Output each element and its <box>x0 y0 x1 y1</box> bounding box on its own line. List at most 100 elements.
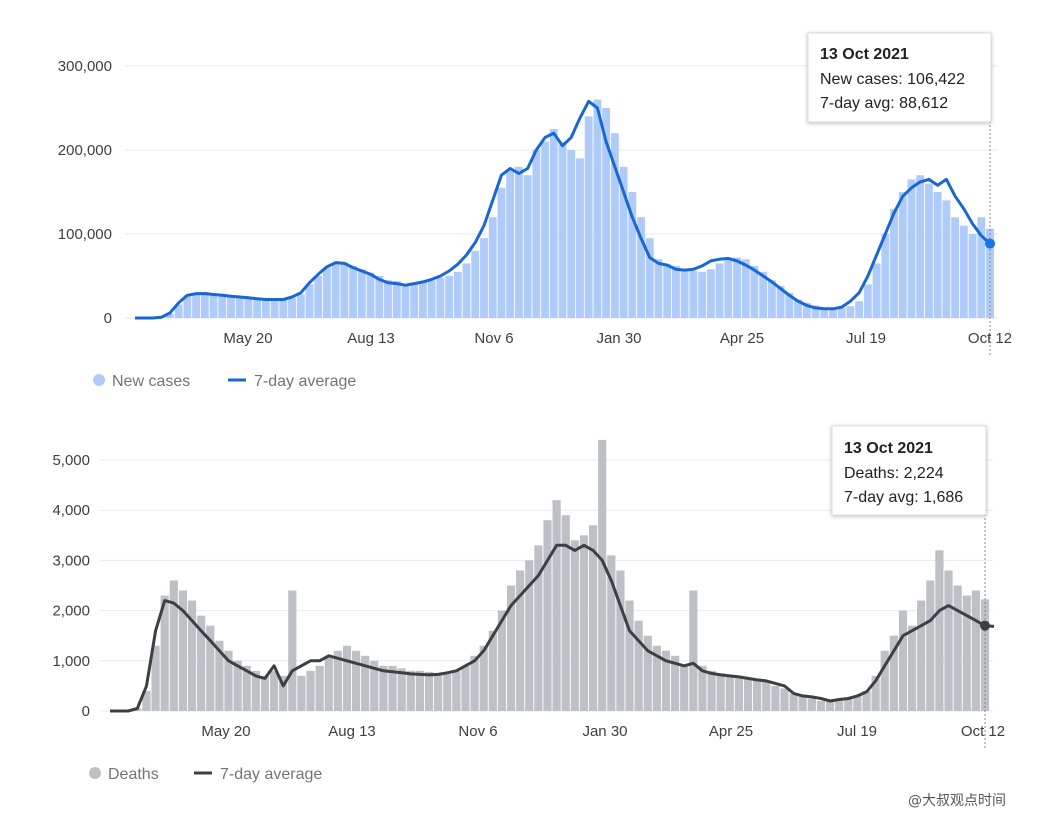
data-bar[interactable] <box>279 675 288 711</box>
data-bar[interactable] <box>634 620 643 711</box>
data-bar[interactable] <box>169 580 178 711</box>
data-bar[interactable] <box>698 271 707 318</box>
data-bar[interactable] <box>794 299 802 318</box>
data-bar[interactable] <box>314 276 323 318</box>
data-bar[interactable] <box>366 272 375 318</box>
data-bar[interactable] <box>935 550 944 711</box>
data-bar[interactable] <box>907 179 916 318</box>
data-bar[interactable] <box>242 665 251 711</box>
data-bar[interactable] <box>434 672 443 711</box>
data-bar[interactable] <box>689 270 698 318</box>
data-bar[interactable] <box>811 305 820 318</box>
data-bar[interactable] <box>270 299 279 318</box>
data-bar[interactable] <box>357 269 366 318</box>
data-bar[interactable] <box>862 690 871 711</box>
data-bar[interactable] <box>680 269 689 318</box>
data-bar[interactable] <box>637 217 645 318</box>
data-bar[interactable] <box>584 116 593 319</box>
data-bar[interactable] <box>532 150 541 318</box>
data-bar[interactable] <box>593 99 602 318</box>
data-bar[interactable] <box>610 133 619 318</box>
data-bar[interactable] <box>497 610 507 711</box>
data-bar[interactable] <box>462 263 471 318</box>
data-bar[interactable] <box>654 259 663 318</box>
data-bar[interactable] <box>488 630 497 711</box>
data-bar[interactable] <box>401 284 410 318</box>
data-bar[interactable] <box>962 595 971 711</box>
data-bar[interactable] <box>552 500 561 711</box>
data-bar[interactable] <box>863 284 872 318</box>
data-bar[interactable] <box>776 286 785 318</box>
data-bar[interactable] <box>889 635 898 711</box>
data-bar[interactable] <box>200 291 209 318</box>
data-bar[interactable] <box>715 263 724 318</box>
data-bar[interactable] <box>607 555 616 711</box>
data-bar[interactable] <box>151 645 160 711</box>
data-bar[interactable] <box>645 238 654 318</box>
data-bar[interactable] <box>523 175 532 318</box>
data-bar[interactable] <box>506 171 515 318</box>
data-bar[interactable] <box>942 200 951 318</box>
data-bar[interactable] <box>549 129 558 318</box>
data-bar[interactable] <box>461 665 470 711</box>
data-bar[interactable] <box>780 688 789 711</box>
data-bar[interactable] <box>785 292 794 318</box>
deaths-bars[interactable] <box>133 439 990 712</box>
data-bar[interactable] <box>890 208 898 318</box>
data-bar[interactable] <box>602 108 611 318</box>
data-bar[interactable] <box>235 296 244 318</box>
data-bar[interactable] <box>579 535 589 711</box>
data-bar[interactable] <box>178 590 188 711</box>
data-bar[interactable] <box>480 238 488 318</box>
data-bar[interactable] <box>734 675 744 711</box>
data-bar[interactable] <box>424 671 434 711</box>
data-bar[interactable] <box>916 175 925 318</box>
data-bar[interactable] <box>576 158 584 318</box>
data-bar[interactable] <box>534 545 543 711</box>
data-bar[interactable] <box>680 665 689 711</box>
data-bar[interactable] <box>452 670 461 711</box>
data-bar[interactable] <box>707 670 716 711</box>
data-bar[interactable] <box>315 665 324 711</box>
data-bar[interactable] <box>415 670 424 711</box>
data-bar[interactable] <box>953 585 962 712</box>
data-bar[interactable] <box>160 595 169 711</box>
data-bar[interactable] <box>802 302 811 318</box>
data-bar[interactable] <box>397 668 406 711</box>
data-bar[interactable] <box>506 585 516 712</box>
data-bar[interactable] <box>741 259 750 318</box>
data-bar[interactable] <box>260 675 270 711</box>
data-bar[interactable] <box>436 277 445 318</box>
data-bar[interactable] <box>807 698 816 711</box>
data-bar[interactable] <box>165 313 174 318</box>
data-bar[interactable] <box>753 680 762 711</box>
data-bar[interactable] <box>379 665 388 711</box>
data-bar[interactable] <box>340 262 349 318</box>
data-bar[interactable] <box>525 560 534 711</box>
data-bar[interactable] <box>443 673 452 711</box>
data-bar[interactable] <box>871 675 880 711</box>
data-bar[interactable] <box>333 650 342 711</box>
data-bar[interactable] <box>218 293 227 318</box>
data-bar[interactable] <box>361 655 370 711</box>
data-bar[interactable] <box>197 615 206 711</box>
data-bar[interactable] <box>514 166 523 318</box>
data-bar[interactable] <box>798 695 807 711</box>
data-bar[interactable] <box>759 271 768 318</box>
data-bar[interactable] <box>206 625 215 711</box>
data-bar[interactable] <box>743 678 753 711</box>
data-bar[interactable] <box>933 192 942 318</box>
legend-deaths[interactable]: Deaths <box>108 766 159 783</box>
data-bar[interactable] <box>625 600 634 711</box>
data-bar[interactable] <box>183 295 192 318</box>
data-bar[interactable] <box>410 282 419 318</box>
data-bar[interactable] <box>698 665 707 711</box>
data-bar[interactable] <box>388 665 397 711</box>
legend-new-cases[interactable]: New cases <box>112 373 190 390</box>
data-bar[interactable] <box>305 284 314 318</box>
data-bar[interactable] <box>944 570 953 711</box>
data-bar[interactable] <box>733 257 741 318</box>
data-bar[interactable] <box>215 640 224 711</box>
data-bar[interactable] <box>724 259 733 318</box>
data-bar[interactable] <box>907 625 917 711</box>
